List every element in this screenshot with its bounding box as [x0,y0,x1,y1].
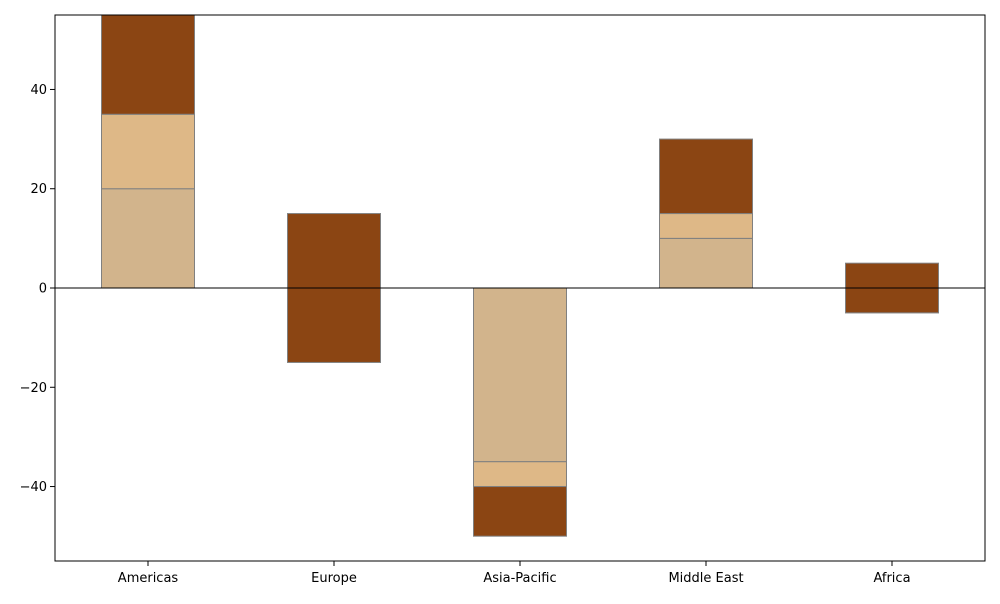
y-tick-label: 20 [30,182,47,197]
x-tick-label: Asia-Pacific [483,571,556,586]
x-tick-label: Africa [873,571,910,586]
bar-asia-pacific-segment-2 [473,461,567,488]
bar-asia-pacific-segment-3 [473,486,567,537]
bars-layer [101,14,939,537]
x-tick-label: Europe [311,571,357,586]
y-tick-label: −40 [20,480,47,495]
y-tick-label: 0 [39,282,47,297]
bar-americas-segment-2 [101,113,195,190]
bar-middle-east-segment-1 [659,237,753,289]
bar-americas-segment-3 [101,14,195,115]
bar-middle-east-segment-2 [659,213,753,239]
bar-asia-pacific-segment-1 [473,287,567,463]
y-tick-label: −20 [20,381,47,396]
bar-middle-east-segment-3 [659,138,753,215]
bar-americas-segment-1 [101,188,195,289]
y-axis: −40 −20 0 20 40 [20,83,55,495]
x-tick-label: Americas [118,571,179,586]
x-tick-label: Middle East [668,571,743,586]
y-tick-label: 40 [30,83,47,98]
x-axis: Americas Europe Asia-Pacific Middle East Afr… [118,561,911,586]
